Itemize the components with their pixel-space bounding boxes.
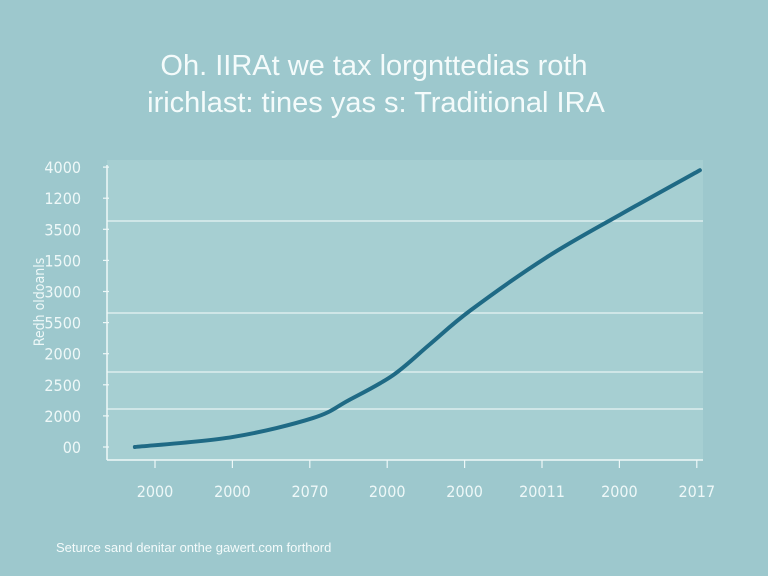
y-tick-label: 1500 [44, 251, 81, 270]
y-tick-label: 4000 [44, 158, 81, 177]
plot-area [107, 160, 703, 460]
x-tick-label: 2000 [214, 482, 251, 501]
y-tick-label: 3500 [44, 220, 81, 239]
y-tick-label: 2500 [44, 376, 81, 395]
y-tick-label: 00 [63, 438, 81, 457]
x-tick-label: 2000 [446, 482, 483, 501]
y-tick-label: 5500 [44, 314, 81, 333]
x-tick-label: 2017 [678, 482, 715, 501]
x-tick-label: 2000 [601, 482, 638, 501]
y-tick-label: 2000 [44, 407, 81, 426]
source-note: Seturce sand denitar onthe gawert.com fo… [56, 540, 332, 555]
chart-title-line-2: irichlast: tines yas s: Traditional IRA [147, 87, 605, 119]
y-tick-label: 3000 [44, 283, 81, 302]
y-tick-label: 2000 [44, 345, 81, 364]
x-tick-label: 2070 [291, 482, 328, 501]
y-tick-label: 1200 [44, 189, 81, 208]
chart-title-line-1: Oh. IIRAt we tax lorgnttedias roth [160, 50, 588, 82]
x-tick-label: 2000 [137, 482, 174, 501]
y-axis-label: Redh oldoanls [32, 258, 48, 347]
series-line [132, 168, 702, 449]
x-tick-label: 2000 [369, 482, 406, 501]
x-tick-label: 20011 [519, 482, 565, 501]
